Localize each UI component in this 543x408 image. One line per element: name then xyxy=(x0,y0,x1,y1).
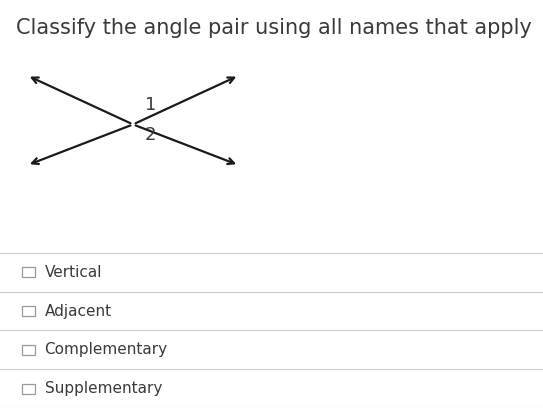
Bar xyxy=(22,306,35,316)
Text: Supplementary: Supplementary xyxy=(45,381,162,396)
Text: Adjacent: Adjacent xyxy=(45,304,112,319)
Text: 1: 1 xyxy=(145,96,156,114)
Bar xyxy=(22,384,35,393)
Text: 2: 2 xyxy=(145,126,156,144)
Text: Vertical: Vertical xyxy=(45,265,102,280)
Bar xyxy=(22,345,35,355)
Text: Complementary: Complementary xyxy=(45,342,168,357)
Bar xyxy=(22,268,35,277)
Text: Classify the angle pair using all names that apply: Classify the angle pair using all names … xyxy=(16,18,532,38)
